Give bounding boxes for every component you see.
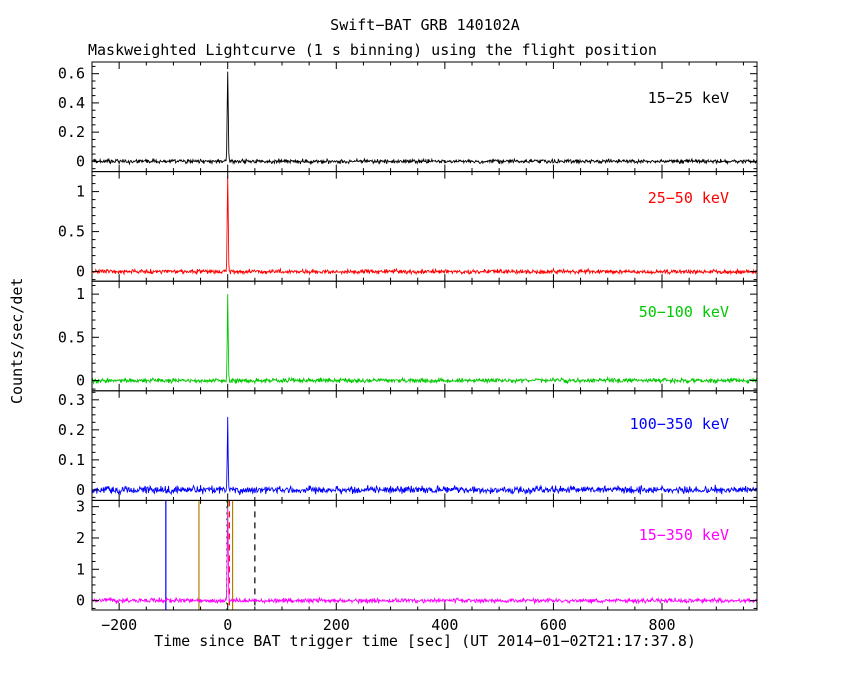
x-tick-label: 600 [540,616,567,634]
y-axis-label: Counts/sec/det [8,277,26,405]
y-tick-label: 0.5 [58,328,85,346]
band-label-15-25-kev: 15−25 keV [647,89,729,107]
y-tick-label: 0 [76,592,85,610]
y-tick-label: 3 [76,498,85,516]
x-tick-label: −200 [101,616,137,634]
y-tick-label: 0.2 [58,421,85,439]
x-tick-label: 0 [223,616,232,634]
y-tick-label: 0 [76,263,85,281]
lightcurve-trace [91,294,758,385]
y-tick-label: 1 [76,560,85,578]
chart-subtitle: Maskweighted Lightcurve (1 s binning) us… [88,41,657,59]
band-label-50-100-kev: 50−100 keV [638,303,729,321]
lightcurve-trace [91,507,758,605]
y-tick-label: 0.3 [58,391,85,409]
y-tick-label: 0.6 [58,65,85,83]
y-tick-label: 0.1 [58,451,85,469]
x-tick-label: 800 [648,616,675,634]
y-tick-label: 0.5 [58,223,85,241]
panel-frame [91,61,758,173]
y-tick-label: 1 [76,183,85,201]
panel-frame [91,280,758,392]
y-tick-label: 0 [76,152,85,170]
chart-title: Swift−BAT GRB 140102A [330,16,520,34]
y-tick-label: 1 [76,285,85,303]
x-tick-label: 200 [323,616,350,634]
band-label-100-350-kev: 100−350 keV [629,415,729,433]
y-tick-label: 2 [76,529,85,547]
panel-frame [91,390,758,501]
panel-frame [91,499,758,611]
lightcurve-trace [91,176,758,276]
band-label-15-350-kev: 15−350 keV [638,526,729,544]
x-tick-label: 400 [431,616,458,634]
lightcurve-trace [91,71,758,166]
y-tick-label: 0.4 [58,94,85,112]
y-tick-label: 0 [76,371,85,389]
band-label-25-50-kev: 25−50 keV [647,189,729,207]
y-tick-label: 0.2 [58,123,85,141]
y-tick-label: 0 [76,481,85,499]
lightcurve-trace [91,416,758,496]
x-axis-label: Time since BAT trigger time [sec] (UT 20… [154,632,696,650]
